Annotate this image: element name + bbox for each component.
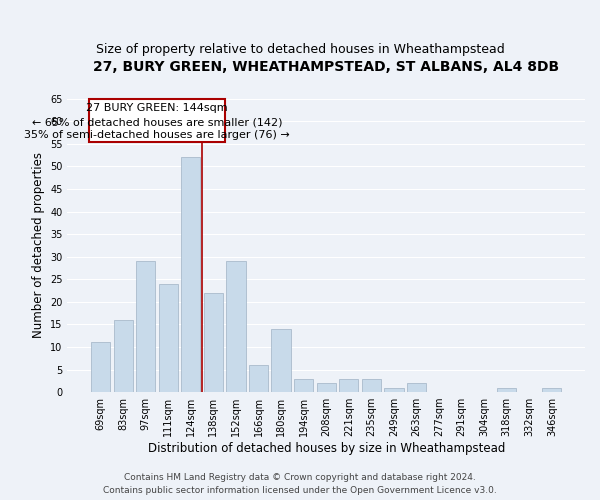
Bar: [362, 378, 381, 392]
Bar: [181, 158, 200, 392]
Bar: [204, 293, 223, 392]
Bar: [317, 383, 336, 392]
Y-axis label: Number of detached properties: Number of detached properties: [32, 152, 44, 338]
Text: Size of property relative to detached houses in Wheathampstead: Size of property relative to detached ho…: [95, 42, 505, 56]
Bar: [91, 342, 110, 392]
Bar: [158, 284, 178, 392]
Bar: [136, 261, 155, 392]
Bar: [294, 378, 313, 392]
Text: Contains HM Land Registry data © Crown copyright and database right 2024.
Contai: Contains HM Land Registry data © Crown c…: [103, 474, 497, 495]
Bar: [385, 388, 404, 392]
Bar: [497, 388, 517, 392]
Bar: [249, 365, 268, 392]
FancyBboxPatch shape: [89, 99, 224, 142]
Bar: [113, 320, 133, 392]
Bar: [226, 261, 245, 392]
Text: ← 65% of detached houses are smaller (142): ← 65% of detached houses are smaller (14…: [32, 117, 282, 127]
Bar: [407, 383, 426, 392]
Bar: [271, 329, 290, 392]
Text: 27 BURY GREEN: 144sqm: 27 BURY GREEN: 144sqm: [86, 103, 228, 113]
X-axis label: Distribution of detached houses by size in Wheathampstead: Distribution of detached houses by size …: [148, 442, 505, 455]
Bar: [542, 388, 562, 392]
Text: 35% of semi-detached houses are larger (76) →: 35% of semi-detached houses are larger (…: [24, 130, 290, 140]
Title: 27, BURY GREEN, WHEATHAMPSTEAD, ST ALBANS, AL4 8DB: 27, BURY GREEN, WHEATHAMPSTEAD, ST ALBAN…: [93, 60, 559, 74]
Bar: [339, 378, 358, 392]
